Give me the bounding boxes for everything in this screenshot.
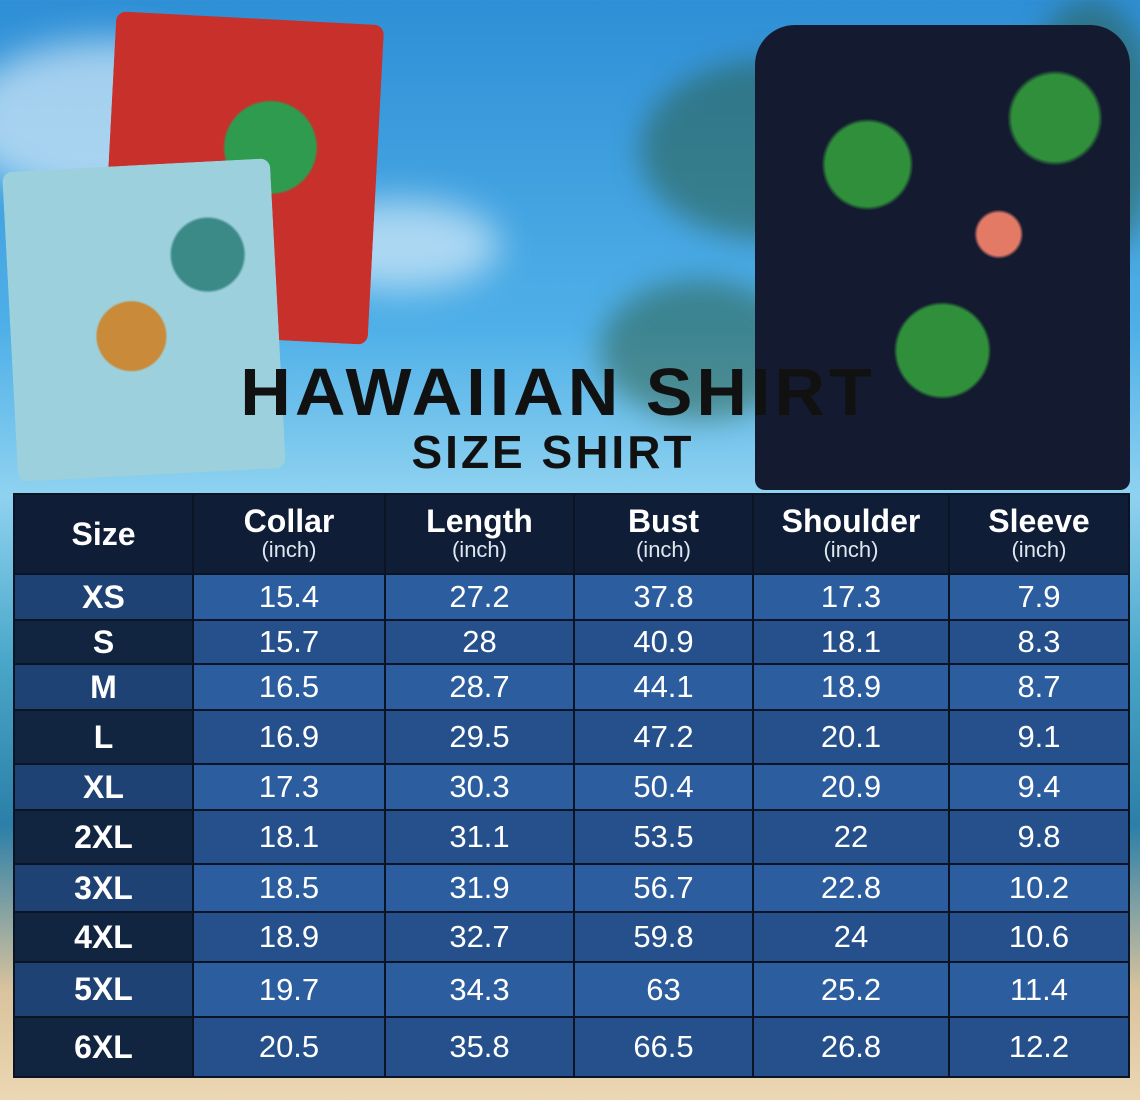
- value-cell: 28.7: [384, 663, 575, 711]
- column-header-collar: Collar (inch): [192, 493, 386, 575]
- value-cell: 28: [384, 619, 575, 665]
- table-header-row: Size Collar (inch) Length (inch) Bust (inch…: [13, 493, 1130, 575]
- table-row: S 15.7 28 40.9 18.1 8.3: [13, 619, 1130, 665]
- size-cell: 2XL: [13, 809, 194, 865]
- size-cell: 4XL: [13, 911, 194, 963]
- value-cell: 40.9: [573, 619, 754, 665]
- value-cell: 27.2: [384, 573, 575, 621]
- value-cell: 10.2: [948, 863, 1130, 913]
- column-header-length: Length (inch): [384, 493, 575, 575]
- table-row: 5XL 19.7 34.3 63 25.2 11.4: [13, 961, 1130, 1018]
- value-cell: 12.2: [948, 1016, 1130, 1078]
- value-cell: 53.5: [573, 809, 754, 865]
- value-cell: 18.9: [192, 911, 386, 963]
- table-row: 4XL 18.9 32.7 59.8 24 10.6: [13, 911, 1130, 963]
- value-cell: 22.8: [752, 863, 950, 913]
- value-cell: 29.5: [384, 709, 575, 765]
- model-shirt-image: [755, 25, 1130, 490]
- value-cell: 9.1: [948, 709, 1130, 765]
- value-cell: 18.1: [192, 809, 386, 865]
- value-cell: 25.2: [752, 961, 950, 1018]
- value-cell: 56.7: [573, 863, 754, 913]
- value-cell: 44.1: [573, 663, 754, 711]
- value-cell: 20.1: [752, 709, 950, 765]
- value-cell: 9.8: [948, 809, 1130, 865]
- value-cell: 8.3: [948, 619, 1130, 665]
- value-cell: 24: [752, 911, 950, 963]
- value-cell: 32.7: [384, 911, 575, 963]
- size-chart-table: Size Collar (inch) Length (inch) Bust (inch…: [13, 493, 1130, 1078]
- column-label: Size: [71, 516, 136, 552]
- column-label: Sleeve: [988, 503, 1090, 539]
- column-unit: (inch): [635, 537, 691, 562]
- value-cell: 7.9: [948, 573, 1130, 621]
- column-header-bust: Bust (inch): [573, 493, 754, 575]
- table-row: M 16.5 28.7 44.1 18.9 8.7: [13, 663, 1130, 711]
- size-cell: S: [13, 619, 194, 665]
- table-row: 3XL 18.5 31.9 56.7 22.8 10.2: [13, 863, 1130, 913]
- value-cell: 9.4: [948, 763, 1130, 811]
- value-cell: 16.9: [192, 709, 386, 765]
- size-cell: L: [13, 709, 194, 765]
- value-cell: 18.5: [192, 863, 386, 913]
- page-subtitle: SIZE SHIRT: [411, 426, 695, 478]
- value-cell: 17.3: [752, 573, 950, 621]
- table-row: XL 17.3 30.3 50.4 20.9 9.4: [13, 763, 1130, 811]
- value-cell: 8.7: [948, 663, 1130, 711]
- column-unit: (inch): [1011, 537, 1067, 562]
- value-cell: 47.2: [573, 709, 754, 765]
- column-header-shoulder: Shoulder (inch): [752, 493, 950, 575]
- column-unit: (inch): [823, 537, 879, 562]
- size-cell: M: [13, 663, 194, 711]
- value-cell: 34.3: [384, 961, 575, 1018]
- value-cell: 35.8: [384, 1016, 575, 1078]
- column-unit: (inch): [451, 537, 507, 562]
- column-header-size: Size: [13, 493, 194, 575]
- size-cell: XL: [13, 763, 194, 811]
- value-cell: 37.8: [573, 573, 754, 621]
- value-cell: 26.8: [752, 1016, 950, 1078]
- value-cell: 31.9: [384, 863, 575, 913]
- size-cell: XS: [13, 573, 194, 621]
- table-row: 6XL 20.5 35.8 66.5 26.8 12.2: [13, 1016, 1130, 1078]
- value-cell: 20.9: [752, 763, 950, 811]
- value-cell: 30.3: [384, 763, 575, 811]
- value-cell: 18.1: [752, 619, 950, 665]
- column-label: Length: [426, 503, 533, 539]
- value-cell: 31.1: [384, 809, 575, 865]
- value-cell: 20.5: [192, 1016, 386, 1078]
- column-unit: (inch): [261, 537, 317, 562]
- value-cell: 16.5: [192, 663, 386, 711]
- value-cell: 17.3: [192, 763, 386, 811]
- value-cell: 59.8: [573, 911, 754, 963]
- column-header-sleeve: Sleeve (inch): [948, 493, 1130, 575]
- size-cell: 3XL: [13, 863, 194, 913]
- value-cell: 11.4: [948, 961, 1130, 1018]
- column-label: Bust: [627, 503, 700, 539]
- value-cell: 19.7: [192, 961, 386, 1018]
- size-cell: 5XL: [13, 961, 194, 1018]
- value-cell: 22: [752, 809, 950, 865]
- value-cell: 50.4: [573, 763, 754, 811]
- table-row: XS 15.4 27.2 37.8 17.3 7.9: [13, 573, 1130, 621]
- value-cell: 15.4: [192, 573, 386, 621]
- page-title: HAWAIIAN SHIRT: [240, 354, 876, 430]
- value-cell: 63: [573, 961, 754, 1018]
- value-cell: 18.9: [752, 663, 950, 711]
- value-cell: 10.6: [948, 911, 1130, 963]
- column-label: Collar: [243, 503, 335, 539]
- value-cell: 66.5: [573, 1016, 754, 1078]
- table-row: 2XL 18.1 31.1 53.5 22 9.8: [13, 809, 1130, 865]
- table-row: L 16.9 29.5 47.2 20.1 9.1: [13, 709, 1130, 765]
- value-cell: 15.7: [192, 619, 386, 665]
- size-cell: 6XL: [13, 1016, 194, 1078]
- column-label: Shoulder: [781, 503, 921, 539]
